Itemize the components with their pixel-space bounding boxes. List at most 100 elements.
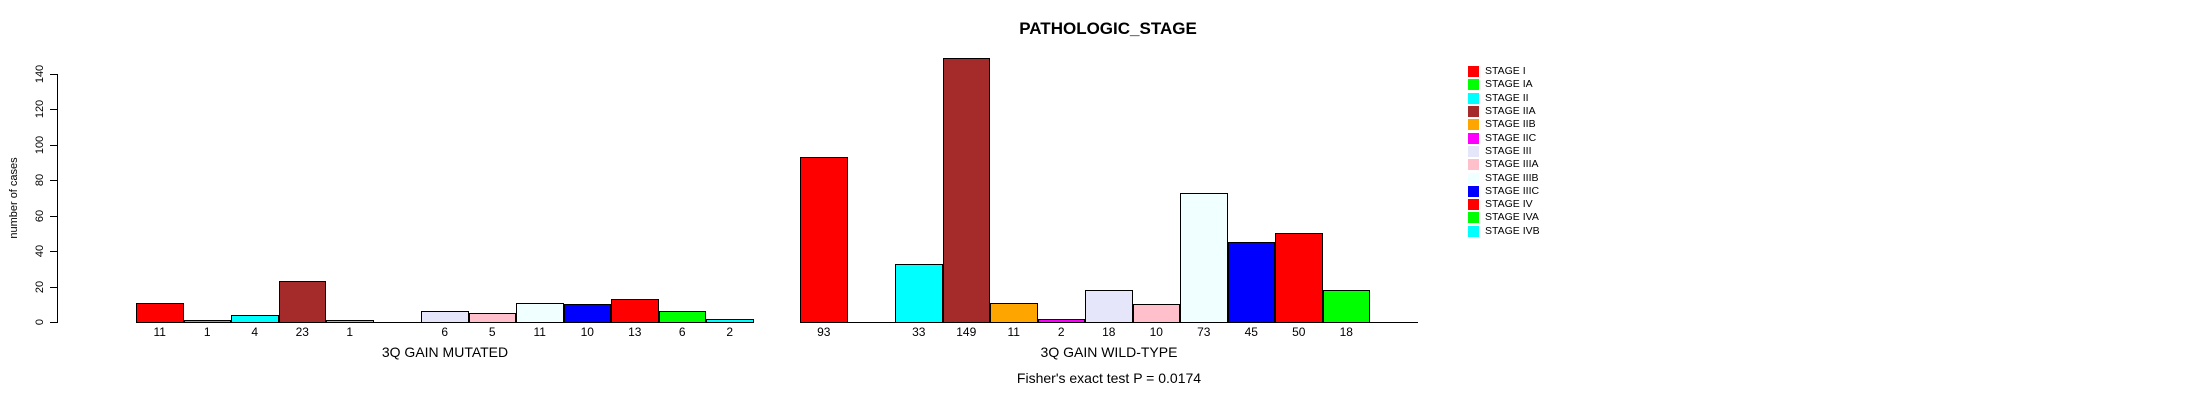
bar (1227, 242, 1275, 322)
y-tick-mark (50, 251, 57, 253)
bar (136, 302, 184, 322)
legend-label: STAGE IV (1485, 198, 1533, 211)
bar-value-label: 2 (726, 325, 734, 339)
y-axis-title: number of cases (8, 157, 20, 239)
bar-value-label: 18 (1339, 325, 1353, 339)
legend-swatch (1468, 172, 1479, 184)
bar-value-label (848, 326, 896, 338)
bar-value-label: 23 (295, 325, 309, 339)
y-axis-line (57, 74, 58, 323)
legend-row: STAGE II (1468, 92, 1540, 105)
y-tick-mark (50, 74, 57, 75)
legend-label: STAGE I (1485, 65, 1526, 78)
legend-row: STAGE IIB (1468, 118, 1540, 131)
y-tick-label: 60 (34, 209, 46, 222)
bar (468, 313, 516, 322)
group-label-wildtype: 3Q GAIN WILD-TYPE (1040, 344, 1178, 360)
bar (326, 320, 374, 322)
y-tick-label: 80 (34, 174, 46, 187)
legend-row: STAGE I (1468, 65, 1540, 78)
legend-label: STAGE II (1485, 91, 1529, 104)
bar-value-label: 45 (1244, 325, 1258, 339)
y-tick-label: 0 (34, 318, 46, 326)
legend-label: STAGE IIIA (1485, 158, 1539, 171)
legend-row: STAGE IIIC (1468, 185, 1540, 198)
bar (421, 311, 469, 322)
legend-row: STAGE IIIB (1468, 171, 1540, 184)
y-tick-label: 100 (34, 135, 46, 155)
legend-swatch (1468, 212, 1479, 224)
legend-label: STAGE IA (1485, 78, 1533, 91)
bar (516, 302, 564, 322)
legend-row: STAGE IVB (1468, 225, 1540, 238)
y-tick-mark (50, 180, 57, 182)
legend-row: STAGE IIIA (1468, 158, 1540, 171)
y-tick-label: 140 (34, 64, 46, 84)
bar-value-label: 1 (203, 325, 211, 339)
y-tick-mark (50, 215, 57, 217)
legend: STAGE I STAGE IA STAGE II STAGE IIA STAGE II… (1468, 65, 1540, 238)
legend-row: STAGE IVA (1468, 211, 1540, 224)
bar-value-label-row: 93 33 149 11 2 18 10 73 45 50 18 (800, 326, 1418, 338)
bar (942, 58, 990, 322)
legend-swatch (1468, 79, 1479, 91)
bar-group-wildtype (800, 0, 1418, 323)
legend-row: STAGE III (1468, 145, 1540, 158)
legend-label: STAGE IIIC (1485, 184, 1540, 197)
bar (1132, 304, 1180, 322)
legend-row: STAGE IIA (1468, 105, 1540, 118)
bar (278, 281, 326, 322)
legend-swatch (1468, 119, 1479, 131)
legend-row: STAGE IV (1468, 198, 1540, 211)
bar-value-label: 33 (912, 325, 926, 339)
group-label-mutated: 3Q GAIN MUTATED (381, 344, 509, 360)
y-tick-mark (50, 322, 57, 323)
bar-value-label: 11 (153, 325, 166, 339)
bar (563, 304, 611, 322)
bar-value-label: 93 (817, 325, 831, 339)
y-tick-label: 20 (34, 280, 46, 293)
bar-value-label (374, 326, 422, 338)
bar-value-label: 4 (251, 325, 259, 339)
legend-swatch (1468, 106, 1479, 118)
bar (990, 302, 1038, 322)
bar-value-label: 2 (1057, 325, 1065, 339)
y-tick-label: 120 (34, 100, 46, 119)
bar-value-label: 13 (628, 325, 642, 339)
bar (1085, 290, 1133, 322)
bar (183, 320, 231, 322)
bar (706, 318, 754, 322)
legend-label: STAGE IVB (1485, 224, 1540, 237)
bar-value-label: 1 (346, 325, 354, 339)
y-tick-label: 40 (34, 244, 46, 258)
legend-swatch (1468, 92, 1479, 104)
bar-value-label: 11 (1007, 325, 1020, 339)
bar-value-label: 10 (580, 325, 594, 339)
bar-value-label-row: 11 1 4 23 1 6 5 11 10 13 6 2 (136, 326, 754, 338)
bar-value-label: 10 (1149, 325, 1163, 339)
legend-label: STAGE IIA (1485, 105, 1536, 118)
legend-swatch (1468, 225, 1479, 237)
bar (1180, 192, 1228, 322)
bar-value-label (1370, 326, 1418, 338)
bar (1037, 318, 1085, 322)
y-tick-mark (50, 286, 57, 288)
bar-group-mutated (136, 0, 754, 323)
legend-swatch (1468, 159, 1479, 171)
fisher-test-annotation: Fisher's exact test P = 0.0174 (1016, 370, 1202, 386)
legend-swatch (1468, 66, 1479, 78)
bar (658, 311, 706, 322)
legend-row: STAGE IA (1468, 78, 1540, 91)
legend-label: STAGE IVA (1485, 211, 1539, 224)
y-tick-mark (50, 144, 57, 146)
legend-swatch (1468, 185, 1479, 197)
legend-swatch (1468, 132, 1479, 144)
legend-label: STAGE IIIB (1485, 171, 1539, 184)
bar (1275, 233, 1323, 322)
legend-swatch (1468, 199, 1479, 211)
y-tick-mark (50, 109, 57, 111)
legend-label: STAGE IIC (1485, 131, 1537, 144)
bar-value-label: 73 (1197, 325, 1211, 339)
bar-value-label: 149 (956, 325, 977, 339)
